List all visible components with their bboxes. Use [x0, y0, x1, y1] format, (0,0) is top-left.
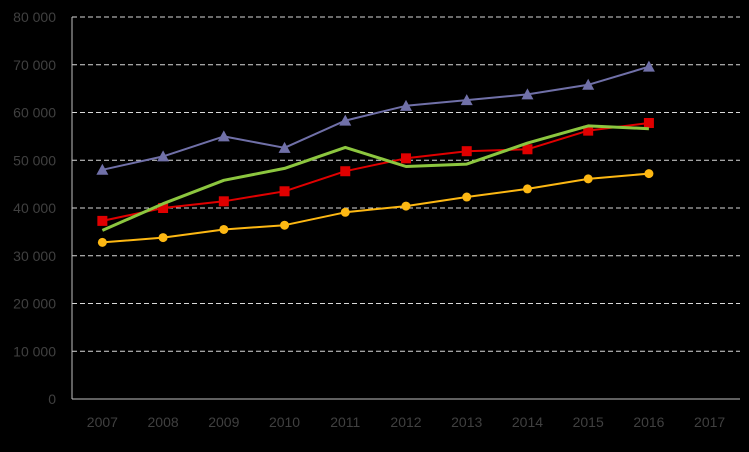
data-point	[582, 78, 595, 90]
data-point	[218, 196, 229, 207]
data-point	[522, 144, 533, 155]
data-point	[158, 203, 169, 213]
x-tick-label: 2008	[148, 414, 179, 430]
x-tick-label: 2013	[451, 414, 482, 430]
y-tick-label: 80 000	[13, 9, 56, 25]
gridlines	[72, 16, 740, 352]
series-4	[97, 169, 654, 247]
data-point	[401, 201, 411, 211]
data-point	[97, 237, 107, 247]
data-point	[522, 184, 532, 194]
y-tick-label: 10 000	[13, 343, 56, 359]
data-point	[340, 166, 351, 177]
data-point	[280, 220, 290, 230]
data-point	[97, 215, 108, 226]
data-point	[340, 207, 350, 217]
x-tick-label: 2007	[87, 414, 118, 430]
y-tick-label: 50 000	[13, 152, 56, 168]
data-point	[644, 169, 654, 179]
data-point	[583, 125, 594, 136]
series-line	[102, 172, 649, 244]
data-point	[401, 153, 411, 164]
data-point	[462, 192, 472, 202]
series-1	[96, 60, 655, 175]
data-point	[643, 118, 654, 129]
y-tick-label: 70 000	[13, 57, 56, 73]
y-tick-label: 20 000	[13, 296, 56, 312]
y-tick-label: 0	[48, 391, 56, 407]
series-group	[96, 60, 655, 247]
x-tick-label: 2010	[269, 414, 300, 430]
x-tick-label: 2011	[330, 414, 360, 430]
axes	[71, 17, 740, 400]
data-point	[461, 146, 472, 157]
series-line	[101, 124, 649, 232]
data-point	[278, 141, 291, 153]
series-3	[101, 124, 649, 232]
data-point	[158, 233, 168, 243]
data-point	[217, 130, 230, 142]
x-tick-label: 2017	[694, 414, 725, 430]
data-point	[521, 88, 534, 100]
x-tick-label: 2016	[633, 414, 664, 430]
y-tick-label: 30 000	[13, 248, 56, 264]
x-tick-label: 2012	[390, 414, 421, 430]
series-2	[97, 118, 654, 226]
series-line	[102, 65, 650, 171]
y-tick-label: 40 000	[13, 200, 56, 216]
x-tick-label: 2015	[573, 414, 604, 430]
data-point	[96, 163, 109, 175]
data-point	[339, 114, 352, 126]
data-point	[460, 94, 473, 106]
y-tick-labels: 0 10 000 20 000 30 000 40 000 50 000 60 000 70 …	[13, 9, 56, 407]
x-tick-labels: 2007 2008 2009 2010 2011 2012 2013 2014 2015 2016…	[87, 414, 726, 430]
data-point	[219, 224, 229, 234]
x-tick-label: 2014	[512, 414, 543, 430]
data-point	[400, 99, 412, 111]
data-point	[642, 60, 655, 72]
y-tick-label: 60 000	[13, 105, 56, 121]
data-point	[583, 174, 593, 184]
data-point	[157, 150, 170, 162]
data-point	[279, 186, 290, 197]
series-line	[102, 122, 650, 222]
x-tick-label: 2009	[208, 414, 239, 430]
